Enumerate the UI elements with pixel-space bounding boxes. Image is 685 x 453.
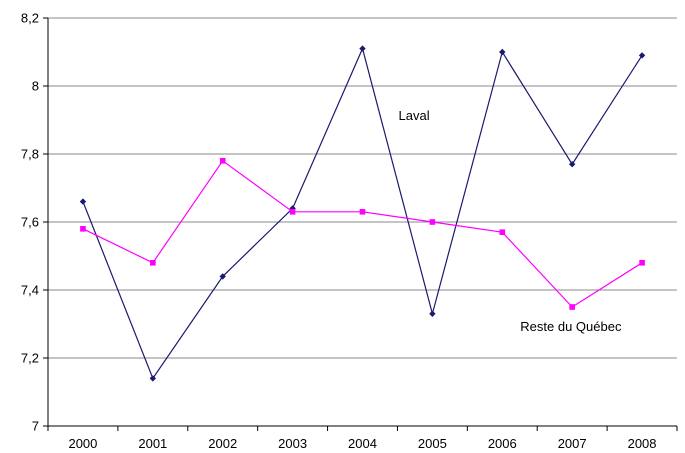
grid-lines xyxy=(48,17,677,359)
x-tick-label: 2001 xyxy=(138,436,167,451)
data-point xyxy=(149,375,157,382)
data-point xyxy=(569,304,575,310)
data-point xyxy=(359,45,366,52)
data-point xyxy=(79,198,87,205)
data-point xyxy=(429,219,436,225)
x-tick-label: 2005 xyxy=(418,436,447,451)
y-tick-label: 8,2 xyxy=(21,11,39,26)
x-tick-label: 2007 xyxy=(558,436,587,451)
series-markers xyxy=(79,45,646,382)
data-point xyxy=(150,260,156,266)
series-annotation: Reste du Québec xyxy=(520,319,622,334)
data-point xyxy=(499,48,506,56)
y-tick-label: 7,8 xyxy=(21,147,39,162)
x-tick-label: 2006 xyxy=(488,436,517,451)
y-tick-label: 7,4 xyxy=(21,283,39,298)
series-annotation: Laval xyxy=(399,108,430,123)
series-line-1 xyxy=(82,159,643,308)
data-point xyxy=(289,209,296,215)
data-point xyxy=(638,52,646,59)
x-tick-label: 2003 xyxy=(278,436,307,451)
y-axis: 7 7,2 7,4 7,6 7,8 8 8,2 xyxy=(21,11,48,434)
data-point xyxy=(499,229,506,235)
x-axis: 2000 2001 2002 2003 2004 2005 2006 2007 2008 xyxy=(47,426,678,451)
y-tick-label: 7,2 xyxy=(21,351,39,366)
x-tick-label: 2002 xyxy=(208,436,237,451)
series-annotations: Laval Reste du Québec xyxy=(399,108,622,334)
y-tick-label: 7,6 xyxy=(21,215,39,230)
data-point xyxy=(568,161,576,168)
data-point xyxy=(429,310,436,317)
x-tick-label: 2000 xyxy=(68,436,97,451)
data-point xyxy=(219,273,226,280)
data-point xyxy=(80,226,86,232)
y-tick-label: 8 xyxy=(32,79,39,94)
data-point xyxy=(359,209,366,215)
y-tick-label: 7 xyxy=(32,419,39,434)
x-tick-label: 2008 xyxy=(628,436,657,451)
data-point xyxy=(639,260,645,266)
data-point xyxy=(219,158,226,164)
x-tick-label: 2004 xyxy=(348,436,377,451)
